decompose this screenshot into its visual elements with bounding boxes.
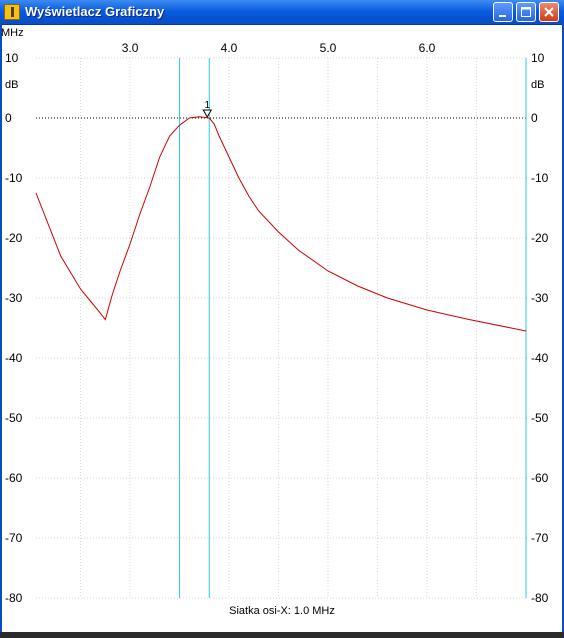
close-button[interactable]: [539, 2, 559, 22]
close-icon: [544, 7, 554, 17]
x-grid-status: Siatka osi-X: 1.0 MHz: [229, 605, 335, 617]
y-tick-label-right: -40: [531, 351, 549, 365]
window-title: Wyświetlacz Graficzny: [25, 4, 165, 19]
y-tick-label-left: -20: [5, 231, 23, 245]
y-tick-label-left: 0: [5, 111, 12, 125]
window-frame-left: [0, 24, 2, 634]
y-tick-label-right: -70: [531, 531, 549, 545]
y-tick-label-left: -40: [5, 351, 23, 365]
y-tick-label-left: -50: [5, 411, 23, 425]
cursor-lines: [179, 58, 527, 598]
title-bar[interactable]: Wyświetlacz Graficzny: [0, 0, 564, 25]
x-tick-label: 4.0: [221, 41, 238, 55]
window-frame-right: [562, 24, 564, 634]
y-tick-label-right: -20: [531, 231, 549, 245]
marker-label: 1: [204, 100, 210, 111]
y-tick-label-right: -10: [531, 171, 549, 185]
y-tick-label-left: -30: [5, 291, 23, 305]
marker-group: 1: [202, 100, 213, 119]
maximize-icon: [521, 7, 531, 17]
oscilloscope-app-icon[interactable]: [4, 4, 20, 20]
y-tick-label-right: -80: [531, 591, 549, 605]
x-tick-label: 6.0: [419, 41, 436, 55]
x-tick-label: 5.0: [320, 41, 337, 55]
minimize-button[interactable]: [493, 2, 513, 22]
window-bottom-edge: [0, 632, 564, 638]
y-tick-label-left: 10: [5, 51, 19, 65]
y-tick-label-left: -60: [5, 471, 23, 485]
y-tick-label-right: 0: [531, 111, 538, 125]
x-tick-label: 3.0: [122, 41, 139, 55]
minimize-icon: [499, 15, 506, 17]
grid-layer: [36, 57, 527, 599]
y-tick-label-left: -70: [5, 531, 23, 545]
y-tick-label-right: -60: [531, 471, 549, 485]
status-bar: Siatka osi-X: 1.0 MHz: [0, 605, 564, 617]
y-tick-label-right: -50: [531, 411, 549, 425]
y-tick-label-right: -30: [531, 291, 549, 305]
x-unit-label: MHz: [1, 27, 24, 39]
y-unit-label-left: dB: [5, 79, 18, 91]
axis-labels: 10 10 0 0 -10 -10 -20 -20 -30 -30 -40 -40 -50 -50 -60 -…: [1, 27, 549, 605]
response-trace: [35, 116, 527, 332]
maximize-button[interactable]: [516, 2, 536, 22]
marker-triangle-icon: [202, 109, 213, 119]
y-tick-label-right: 10: [531, 51, 545, 65]
y-unit-label-right: dB: [531, 79, 544, 91]
y-tick-label-left: -10: [5, 171, 23, 185]
y-tick-label-left: -80: [5, 591, 23, 605]
